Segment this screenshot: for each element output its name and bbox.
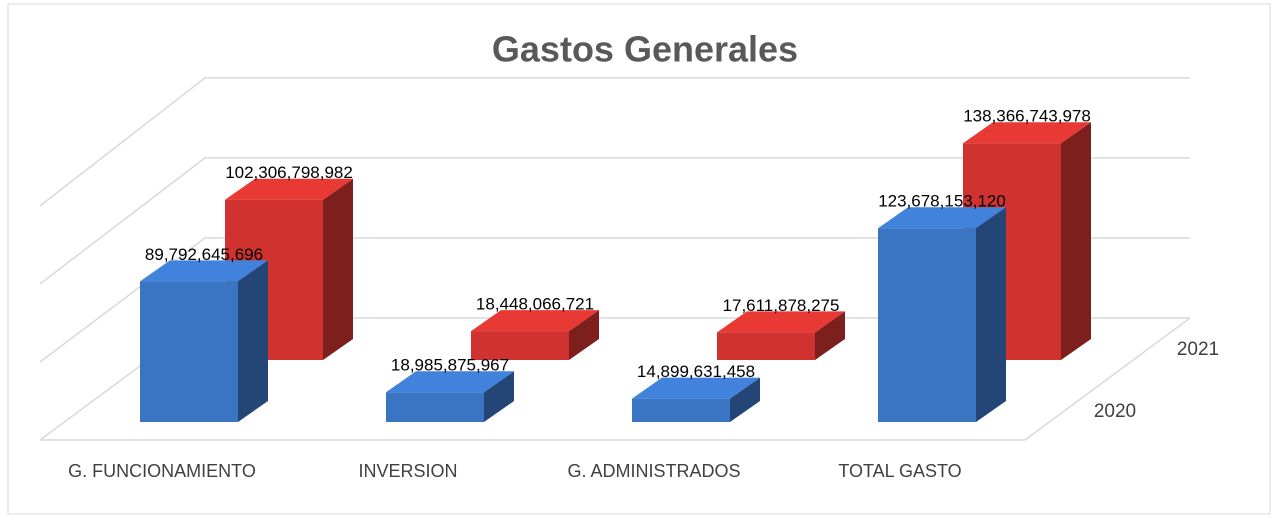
x-tick-label: G. FUNCIONAMIENTO [68,461,256,481]
bar-front [140,281,238,422]
x-tick-label: G. ADMINISTRADOS [567,461,740,481]
value-label: 14,899,631,458 [637,362,755,381]
bar-top [471,310,599,332]
bar-top [878,207,1006,229]
value-label: 18,985,875,967 [391,356,509,375]
value-label: 17,611,878,275 [723,296,840,315]
bar [140,260,268,422]
bar-front [717,332,815,360]
bar-front [471,331,569,360]
bar-top [632,377,760,399]
series-label: 2021 [1177,339,1219,360]
bar-side [815,311,845,360]
value-label: 138,366,743,978 [963,107,1091,126]
bar [386,371,514,422]
bar-front [878,228,976,422]
walls [40,317,1191,441]
bar-side [730,377,760,422]
bar-side [976,207,1006,422]
grid-line [39,157,1190,285]
bar-top [140,260,268,282]
bar [471,310,599,360]
chart-title: Gastos Generales [492,29,798,70]
floor-edge [40,317,1191,441]
bar-side [484,371,514,422]
bar [717,311,845,360]
grid-line [39,237,1190,363]
bar-top [225,178,353,200]
value-label: 89,792,645,696 [145,245,263,264]
bar-front [386,392,484,422]
value-label: 102,306,798,982 [225,163,353,182]
bar-top [717,311,845,333]
x-tick-label: INVERSION [358,461,457,481]
bar [632,377,760,422]
bar-side [1061,122,1091,360]
value-label: 123,678,153,120 [878,192,1006,211]
bar-top [963,122,1091,144]
series-label: 2020 [1094,401,1136,422]
bar-side [238,260,268,422]
x-tick-label: TOTAL GASTO [838,461,961,481]
grid-line [39,77,1190,207]
bar-front [632,398,730,422]
bar-side [323,178,353,360]
bar-side [569,310,599,360]
value-label: 18,448,066,721 [476,295,594,314]
bar [878,207,1006,422]
bar-top [386,371,514,393]
